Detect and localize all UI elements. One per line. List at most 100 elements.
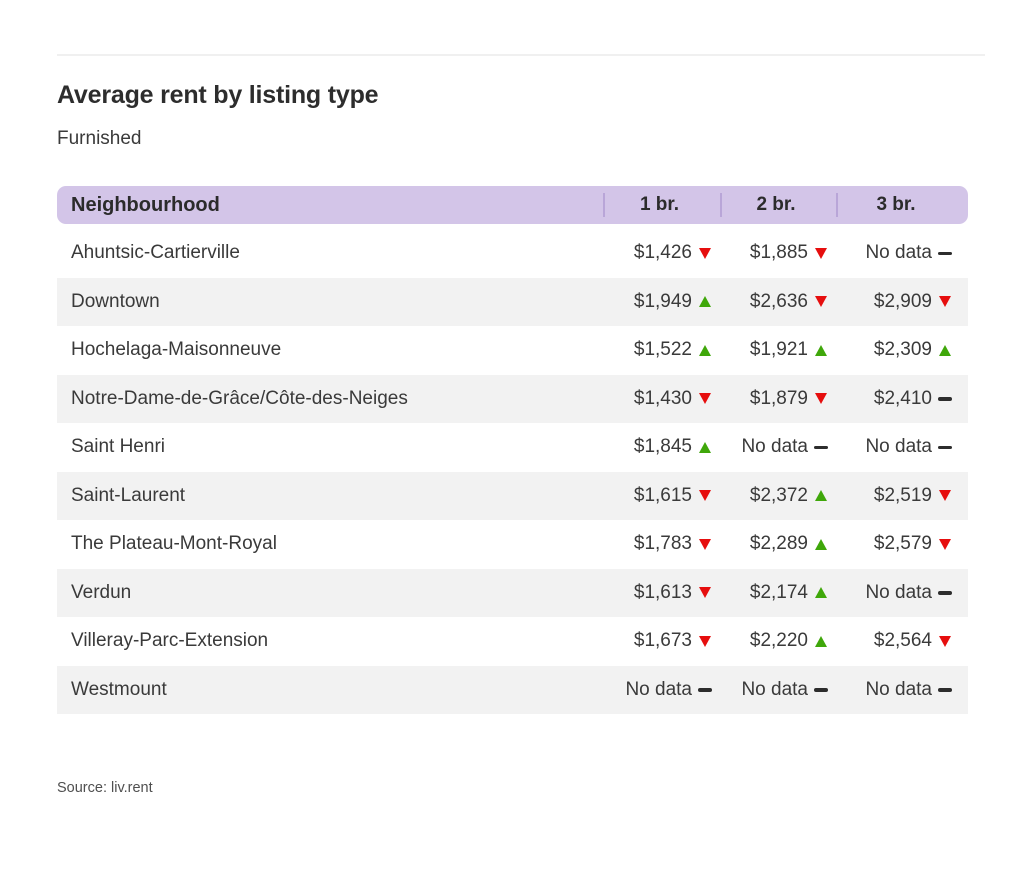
rent-value: $1,783 xyxy=(633,533,692,555)
rent-cell-1br: No data xyxy=(603,679,720,701)
rent-cell-3br: $2,309 xyxy=(836,339,968,361)
no-change-icon xyxy=(934,437,956,457)
neighbourhood-cell: Ahuntsic-Cartierville xyxy=(71,242,240,264)
rent-cell-1br: $1,783 xyxy=(603,533,720,555)
rent-value: $1,522 xyxy=(633,339,692,361)
trend-down-icon xyxy=(694,583,716,603)
rent-cell-1br: $1,845 xyxy=(603,436,720,458)
rent-value: No data xyxy=(865,242,932,264)
rent-value: $1,949 xyxy=(633,290,692,312)
rent-value: $2,220 xyxy=(749,630,808,652)
neighbourhood-cell: Saint-Laurent xyxy=(71,484,186,506)
rent-value: No data xyxy=(741,678,808,700)
rent-value: $2,909 xyxy=(873,290,932,312)
rent-cell-3br: $2,579 xyxy=(836,533,968,555)
trend-up-icon xyxy=(810,486,832,506)
rent-cell-2br: No data xyxy=(720,436,836,458)
trend-up-icon xyxy=(810,583,832,603)
table-row: Notre-Dame-de-Grâce/Côte-des-Neiges $1,4… xyxy=(57,374,968,423)
no-change-icon xyxy=(934,389,956,409)
rent-cell-3br: No data xyxy=(836,679,968,701)
rent-cell-3br: No data xyxy=(836,436,968,458)
rent-value: No data xyxy=(865,581,932,603)
top-divider xyxy=(57,54,985,56)
trend-up-icon xyxy=(810,534,832,554)
rent-cell-2br: $1,879 xyxy=(720,388,836,410)
rent-cell-2br: $2,289 xyxy=(720,533,836,555)
table-row: Villeray-Parc-Extension $1,673 $2,220 $2… xyxy=(57,617,968,666)
rent-value: No data xyxy=(865,678,932,700)
table-row: Westmount No data No data No data xyxy=(57,665,968,714)
neighbourhood-cell: Saint Henri xyxy=(71,436,165,458)
rent-value: $1,430 xyxy=(633,387,692,409)
trend-down-icon xyxy=(694,534,716,554)
trend-down-icon xyxy=(694,243,716,263)
rent-value: $2,579 xyxy=(873,533,932,555)
rent-value: No data xyxy=(865,436,932,458)
rent-cell-1br: $1,613 xyxy=(603,582,720,604)
neighbourhood-cell: Hochelaga-Maisonneuve xyxy=(71,339,282,361)
rent-value: $1,879 xyxy=(749,387,808,409)
table-header-row: Neighbourhood 1 br. 2 br. 3 br. xyxy=(57,186,968,224)
rent-cell-3br: $2,519 xyxy=(836,485,968,507)
rent-cell-1br: $1,673 xyxy=(603,630,720,652)
rent-cell-3br: $2,410 xyxy=(836,388,968,410)
rent-value: $2,372 xyxy=(749,484,808,506)
rent-value: $1,426 xyxy=(633,242,692,264)
rent-value: $2,174 xyxy=(749,581,808,603)
table-row: Ahuntsic-Cartierville $1,426 $1,885 No d… xyxy=(57,229,968,278)
rent-cell-3br: $2,564 xyxy=(836,630,968,652)
trend-down-icon xyxy=(810,389,832,409)
table-row: Saint Henri $1,845 No data No data xyxy=(57,423,968,472)
no-change-icon xyxy=(934,680,956,700)
rent-value: $1,613 xyxy=(633,581,692,603)
table-row: Downtown $1,949 $2,636 $2,909 xyxy=(57,277,968,326)
trend-up-icon xyxy=(694,437,716,457)
rent-cell-2br: $2,174 xyxy=(720,582,836,604)
neighbourhood-cell: Downtown xyxy=(71,290,160,312)
table-row: Hochelaga-Maisonneuve $1,522 $1,921 $2,3… xyxy=(57,326,968,375)
no-change-icon xyxy=(934,243,956,263)
rent-cell-2br: $1,921 xyxy=(720,339,836,361)
rent-cell-1br: $1,522 xyxy=(603,339,720,361)
rent-cell-2br: $2,372 xyxy=(720,485,836,507)
rent-value: No data xyxy=(625,678,692,700)
rent-cell-1br: $1,430 xyxy=(603,388,720,410)
rent-value: $1,921 xyxy=(749,339,808,361)
trend-down-icon xyxy=(810,292,832,312)
trend-down-icon xyxy=(934,534,956,554)
column-header-2br: 2 br. xyxy=(720,186,836,224)
rent-cell-1br: $1,949 xyxy=(603,291,720,313)
table-row: The Plateau-Mont-Royal $1,783 $2,289 $2,… xyxy=(57,520,968,569)
rent-cell-2br: $1,885 xyxy=(720,242,836,264)
trend-down-icon xyxy=(694,486,716,506)
table-row: Verdun $1,613 $2,174 No data xyxy=(57,568,968,617)
rent-value: $2,289 xyxy=(749,533,808,555)
rent-value: $1,673 xyxy=(633,630,692,652)
no-change-icon xyxy=(694,680,716,700)
rent-value: $2,410 xyxy=(873,387,932,409)
trend-up-icon xyxy=(694,292,716,312)
trend-up-icon xyxy=(934,340,956,360)
rent-value: $1,615 xyxy=(633,484,692,506)
page-title: Average rent by listing type xyxy=(57,81,379,109)
column-header-1br: 1 br. xyxy=(603,186,720,224)
rent-value: $1,845 xyxy=(633,436,692,458)
neighbourhood-cell: Westmount xyxy=(71,678,167,700)
column-header-neighbourhood: Neighbourhood xyxy=(71,193,220,216)
rent-cell-1br: $1,615 xyxy=(603,485,720,507)
rent-value: $2,519 xyxy=(873,484,932,506)
trend-down-icon xyxy=(810,243,832,263)
page-subtitle: Furnished xyxy=(57,128,142,149)
rent-cell-2br: $2,636 xyxy=(720,291,836,313)
source-note: Source: liv.rent xyxy=(57,780,153,796)
trend-up-icon xyxy=(810,631,832,651)
column-header-3br: 3 br. xyxy=(836,186,968,224)
neighbourhood-cell: The Plateau-Mont-Royal xyxy=(71,533,277,555)
rent-value: $2,636 xyxy=(749,290,808,312)
rent-cell-3br: No data xyxy=(836,242,968,264)
neighbourhood-cell: Villeray-Parc-Extension xyxy=(71,630,269,652)
rent-cell-3br: $2,909 xyxy=(836,291,968,313)
rent-cell-2br: No data xyxy=(720,679,836,701)
trend-down-icon xyxy=(934,292,956,312)
